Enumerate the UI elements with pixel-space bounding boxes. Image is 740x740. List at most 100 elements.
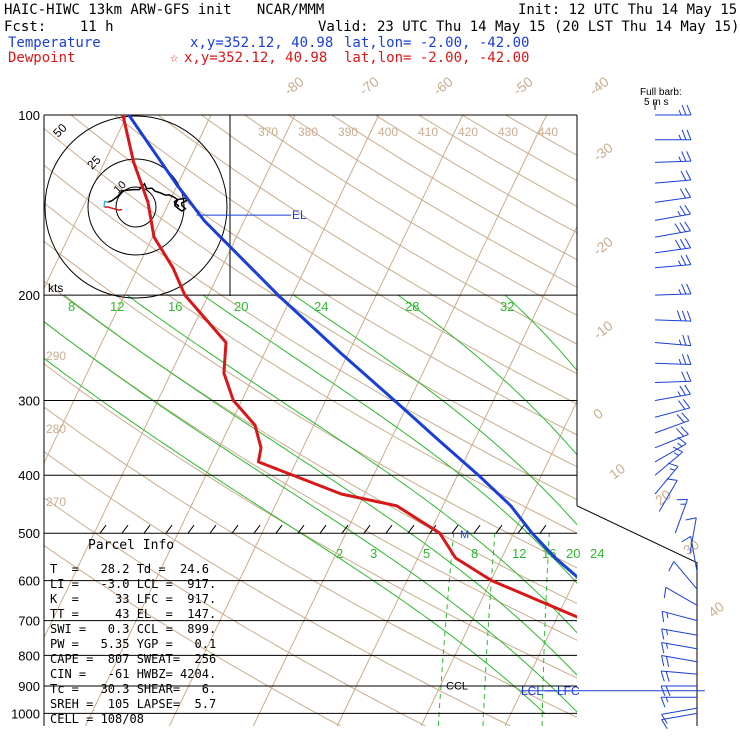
isotherm-label: -50 xyxy=(510,73,536,98)
theta-label: 410 xyxy=(418,125,438,139)
theta-label: 390 xyxy=(338,125,358,139)
wind-barb xyxy=(673,561,698,590)
wind-barb xyxy=(661,712,698,721)
el-label: EL xyxy=(292,208,307,222)
wind-barb-flag xyxy=(674,223,682,233)
isotherm-lines xyxy=(44,115,577,726)
wind-barb-half-flag xyxy=(678,109,682,116)
isotherm-label: -20 xyxy=(590,233,616,258)
dry-adiabat-line xyxy=(44,497,426,726)
wind-barb xyxy=(654,179,691,184)
dry-adiabat-line xyxy=(44,363,577,679)
isotherm-label: -60 xyxy=(430,73,456,98)
wind-barb-flag xyxy=(686,310,692,322)
wind-barb-flag xyxy=(665,656,670,668)
level-hatch-mark xyxy=(297,524,305,534)
wind-barb-flag xyxy=(660,685,666,697)
wind-barb-flag xyxy=(665,685,671,697)
parcel-row: TT = 43 EL = 147. xyxy=(50,607,217,621)
parcel-row: LI = -3.0 LCL = 917. xyxy=(50,577,217,591)
parcel-row: Tc = 30.3 SHEAR= 6. xyxy=(50,682,217,696)
wind-barb-flag xyxy=(681,412,690,422)
wind-barb-flag xyxy=(681,151,687,162)
wind-barb-flag xyxy=(672,446,683,453)
wind-barb-half-flag xyxy=(665,697,669,703)
parcel-info-title: Parcel Info xyxy=(88,538,175,553)
wind-barb-flag xyxy=(685,517,697,521)
mixing-ratio-line xyxy=(712,533,720,726)
wind-barb-flag xyxy=(681,283,687,295)
wind-barb-flag xyxy=(675,428,685,437)
wind-barb-flag xyxy=(679,205,686,216)
wind-barb-flag xyxy=(681,354,687,365)
moist-adiabat-line xyxy=(397,294,577,456)
level-hatch-mark xyxy=(121,524,129,534)
wind-barb-half-flag xyxy=(678,358,682,365)
ccl-label: CCL xyxy=(446,681,468,693)
parcel-row: K = 33 LFC = 917. xyxy=(50,592,217,606)
wind-barb xyxy=(654,230,691,238)
hodograph-ring xyxy=(115,186,157,228)
theta-label: 420 xyxy=(458,125,478,139)
isotherm-line xyxy=(85,115,380,726)
isotherm-label: -80 xyxy=(281,73,307,98)
dry-adiabat-line xyxy=(44,406,577,718)
wind-barb-flag xyxy=(686,129,692,140)
parcel-row: SWI = 0.3 CCL = 899. xyxy=(50,622,217,636)
header-fcst: Fcst: 11 h xyxy=(4,19,114,35)
mixing-ratio-line xyxy=(599,533,602,726)
pressure-tick-label: 600 xyxy=(18,574,40,589)
mixing-ratio-label: 2 xyxy=(336,546,343,561)
header-init: Init: 12 UTC Thu 14 May 15 xyxy=(518,2,738,18)
theta-label: 270 xyxy=(46,495,66,509)
dewpoint-profile-line xyxy=(121,115,577,619)
wind-barb-flag xyxy=(680,170,687,181)
isotherm-line xyxy=(168,115,464,726)
isotherm-label: 40 xyxy=(705,598,727,620)
wind-barb-flag xyxy=(685,254,692,265)
wind-barb-flag xyxy=(661,628,665,640)
wind-barb xyxy=(654,247,691,254)
wind-barb xyxy=(658,480,678,512)
wind-barb xyxy=(654,362,691,366)
wind-barb-flag xyxy=(668,561,675,572)
pressure-tick-label: 200 xyxy=(18,288,40,303)
legend-temperature-label: Temperature xyxy=(8,35,101,51)
moist-adiabat-line xyxy=(202,294,577,584)
theta-label: 380 xyxy=(298,125,318,139)
wind-barb-flag xyxy=(660,670,665,682)
pressure-tick-label: 300 xyxy=(18,393,40,408)
pressure-tick-label: 700 xyxy=(18,614,40,629)
wind-barb-flag xyxy=(676,414,685,423)
wind-barb-half-flag xyxy=(678,156,682,162)
full-barb-label: Full barb: xyxy=(640,87,682,98)
level-hatch-mark xyxy=(209,524,217,534)
mixing-ratio-line xyxy=(482,533,496,726)
wind-barb-flag xyxy=(687,335,692,346)
wind-barb-half-flag xyxy=(678,289,682,295)
wind-barb-flag xyxy=(679,222,686,233)
theta-label: 400 xyxy=(378,125,398,139)
dry-adiabat-line xyxy=(44,202,577,534)
wind-barb-flag xyxy=(677,436,687,445)
moist-adiabat-label: 8 xyxy=(68,299,75,314)
isotherm-label: -70 xyxy=(356,73,382,98)
moist-adiabat-line xyxy=(293,294,577,526)
wind-barb xyxy=(661,628,698,636)
parcel-row: PW = 5.35 YGP = 0.1 xyxy=(50,637,217,651)
wind-barb xyxy=(690,536,698,572)
pressure-tick-label: 400 xyxy=(18,468,40,483)
isotherm-line xyxy=(44,115,296,639)
isotherm-line xyxy=(252,115,548,726)
wind-barb-half-flag xyxy=(665,643,669,649)
wind-barb-flag xyxy=(684,221,691,232)
parcel-row: CIN = -61 HWBZ= 4204. xyxy=(50,667,217,681)
temperature-profile-line xyxy=(127,115,577,579)
level-hatch-mark xyxy=(539,524,547,534)
pressure-tick-label: 800 xyxy=(18,648,40,663)
chart-header: HAIC-HIWC 13km ARW-GFS init NCAR/MMM Ini… xyxy=(0,0,740,70)
legend-dewpoint-star-icon: ☆ xyxy=(170,50,179,66)
legend-dewpoint-latlon: lat,lon= -2.00, -42.00 xyxy=(344,50,530,66)
wind-barb-flag xyxy=(686,354,692,365)
